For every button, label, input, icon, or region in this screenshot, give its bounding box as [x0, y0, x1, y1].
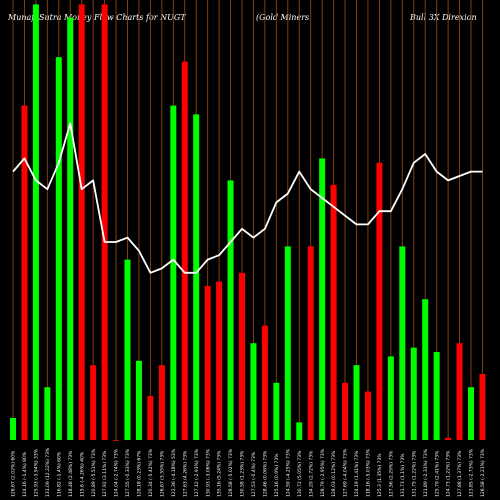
x-tick-label: 128.79 (-2.95%) 73% [320, 448, 326, 497]
bar [399, 246, 406, 440]
x-tick-label: 124.16 (-1.4%) 80% [22, 451, 28, 497]
bar [181, 61, 188, 440]
x-tick-label: 121.89 (-2.33%) 73% [423, 448, 429, 497]
bar [204, 286, 211, 440]
bar [21, 105, 28, 440]
chart-subtitle-right: Bull 3X Direxion [409, 13, 477, 22]
x-tick-label: 127.88 (1.37%) 73% [457, 450, 463, 497]
bar [67, 17, 74, 440]
x-tick-label: 127.92 (3.11%) 73% [102, 450, 108, 497]
bar [376, 162, 383, 441]
x-tick-label: 124.19 (1.41%) 73% [354, 450, 360, 497]
x-tick-label: 131.75 (1.22%) 73% [411, 450, 417, 497]
x-tick-label: 128.03 (0.12%) 73% [331, 450, 337, 497]
x-tick-label: 124.73 (1.22%) 73% [446, 450, 452, 497]
bar [158, 365, 165, 440]
x-tick-label: 125.93 (-3.94%) 33% [34, 448, 40, 497]
bar [227, 180, 234, 440]
x-tick-label: 135.16 (5.24%) 73% [217, 450, 223, 497]
bar [113, 440, 120, 441]
x-tick-labels: 126.67 (2.02%) 60% 124.16 (-1.4%) 80% 125.… [11, 447, 486, 497]
bar [468, 387, 474, 440]
bar [261, 325, 268, 440]
bar [78, 4, 85, 441]
x-tick-label: 115.6 (-4.26%) 40% [79, 451, 85, 497]
x-tick-label: 120.89 (-5.51%) 73% [91, 448, 97, 497]
x-tick-label: 128.46 (0.06%) 73% [263, 450, 269, 497]
bar [193, 114, 200, 441]
x-tick-label: 127.56 (2.29%) 73% [388, 450, 394, 497]
bar [319, 158, 326, 440]
bar [124, 259, 131, 440]
price-line-layer [12, 122, 483, 274]
bar [44, 387, 51, 440]
x-tick-label: 127.69 (-4.04%) 73% [343, 448, 349, 497]
bar [216, 281, 223, 440]
x-tick-label: 127.12 (-2.93%) 73% [194, 448, 200, 497]
chart-subtitle: (Gold Miners [256, 13, 309, 22]
x-tick-label: 118.48 (2.48%) 73% [68, 450, 74, 497]
bar [422, 299, 429, 440]
bar [307, 246, 314, 440]
x-tick-label: 131.73 (1.1%) 73% [400, 453, 406, 497]
bar [330, 184, 337, 440]
x-tick-label: 130.58 (1.23%) 73% [240, 450, 246, 497]
x-tick-label: 123.85 (-2.73%) 73% [469, 448, 475, 497]
x-tick-label: 125.16 (0.9%) 73% [274, 453, 280, 497]
bar [32, 4, 39, 441]
bar [445, 437, 452, 440]
x-tick-label: 120.34 (-5.42%) 73% [148, 448, 154, 497]
bar [55, 57, 62, 440]
x-tick-label: 122.36 (-4.18%) 53% [171, 448, 177, 497]
x-tick-label: 127.63 (4.26%) 73% [182, 450, 188, 497]
bar [342, 382, 349, 440]
bar [387, 356, 394, 440]
bar [135, 360, 142, 440]
price-line [12, 122, 483, 274]
bar-series [10, 4, 486, 441]
x-tick-label: 116.82 (-1.4%) 60% [56, 451, 62, 497]
bar [90, 365, 97, 440]
x-tick-label: 124.59 (-4.25%) 73% [285, 448, 291, 497]
x-tick-label: 126.67 (2.02%) 60% [11, 450, 17, 497]
x-tick-label: 125.79 (2.41%) 73% [434, 450, 440, 497]
x-tick-label: 134.29 (2.72%) 73% [308, 450, 314, 497]
bar [364, 391, 371, 440]
bar [433, 352, 440, 440]
x-tick-label: 130.93 (-3.06%) 73% [205, 448, 211, 497]
x-tick-label: 131.09 (12.22%) 73% [45, 447, 51, 497]
bar [147, 396, 154, 440]
x-tick-label: 126.58 (-2.21%) 73% [480, 448, 486, 497]
x-tick-label: 118.16 (-5.03%) 73% [366, 448, 372, 497]
x-tick-label: 130.72 (5.05%) 73% [297, 450, 303, 497]
x-tick-label: 128.18 (0.23%) 67% [137, 450, 143, 497]
chart-title: MunafaSutra Money Flow Charts for NUGT [7, 13, 186, 22]
bar [250, 343, 257, 440]
bar [456, 343, 463, 440]
bar [353, 365, 360, 440]
bar [284, 246, 291, 440]
bar [479, 374, 486, 440]
x-tick-label: 124.04 (-2.74%) 73% [114, 448, 120, 497]
x-tick-label: 126.67 (3.55%) 73% [159, 450, 165, 497]
bar [10, 418, 16, 440]
bar [296, 422, 303, 440]
x-tick-label: 128.58 (-5.02%) 73% [228, 448, 234, 497]
x-tick-label: 125.3 (1.35%) 73% [377, 453, 383, 497]
x-tick-label: 127.55 (-0.33%) 73% [125, 448, 131, 497]
x-tick-label: 127.53 (-0.4%) 73% [251, 451, 257, 497]
bar [239, 272, 245, 440]
bar [410, 347, 417, 440]
bar [170, 105, 177, 440]
bar [273, 382, 280, 440]
bar [101, 4, 108, 441]
